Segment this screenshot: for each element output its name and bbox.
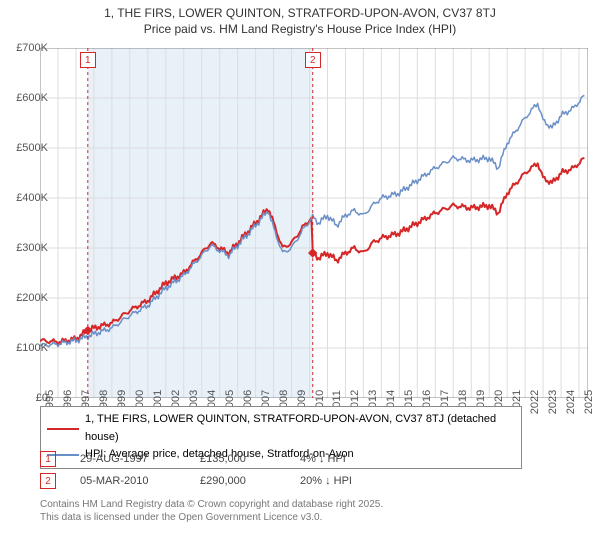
legend-swatch-property [47, 428, 79, 430]
y-tick-label: £400K [16, 192, 48, 204]
markers-table: 1 29-AUG-1997 £135,000 4% ↓ HPI 2 05-MAR… [40, 448, 400, 492]
marker-number-2: 2 [40, 473, 56, 489]
title-line-2: Price paid vs. HM Land Registry's House … [0, 22, 600, 38]
y-tick-label: £200K [16, 292, 48, 304]
marker-date-1: 29-AUG-1997 [80, 453, 200, 465]
footer-line-1: Contains HM Land Registry data © Crown c… [40, 498, 383, 511]
marker-delta-1: 4% ↓ HPI [300, 453, 400, 465]
legend-label-property: 1, THE FIRS, LOWER QUINTON, STRATFORD-UP… [85, 411, 515, 446]
y-tick-label: £300K [16, 242, 48, 254]
x-tick-label: 2022 [529, 390, 541, 414]
marker-date-2: 05-MAR-2010 [80, 475, 200, 487]
title-block: 1, THE FIRS, LOWER QUINTON, STRATFORD-UP… [0, 0, 600, 37]
marker-row-1: 1 29-AUG-1997 £135,000 4% ↓ HPI [40, 448, 400, 470]
marker-price-1: £135,000 [200, 453, 300, 465]
y-tick-label: £500K [16, 142, 48, 154]
y-tick-label: £700K [16, 42, 48, 54]
chart-svg [40, 48, 588, 398]
chart-container: 1, THE FIRS, LOWER QUINTON, STRATFORD-UP… [0, 0, 600, 560]
legend-row-property: 1, THE FIRS, LOWER QUINTON, STRATFORD-UP… [47, 411, 515, 446]
y-tick-label: £100K [16, 342, 48, 354]
y-tick-label: £600K [16, 92, 48, 104]
footer-note: Contains HM Land Registry data © Crown c… [40, 498, 383, 524]
marker-number-1: 1 [40, 451, 56, 467]
x-tick-label: 2025 [583, 390, 595, 414]
marker-row-2: 2 05-MAR-2010 £290,000 20% ↓ HPI [40, 470, 400, 492]
footer-line-2: This data is licensed under the Open Gov… [40, 511, 383, 524]
x-tick-label: 2023 [547, 390, 559, 414]
marker-price-2: £290,000 [200, 475, 300, 487]
marker-flag: 1 [80, 52, 96, 68]
title-line-1: 1, THE FIRS, LOWER QUINTON, STRATFORD-UP… [0, 6, 600, 22]
marker-flag: 2 [305, 52, 321, 68]
chart-area [40, 48, 588, 398]
marker-delta-2: 20% ↓ HPI [300, 475, 400, 487]
x-tick-label: 2024 [565, 390, 577, 414]
